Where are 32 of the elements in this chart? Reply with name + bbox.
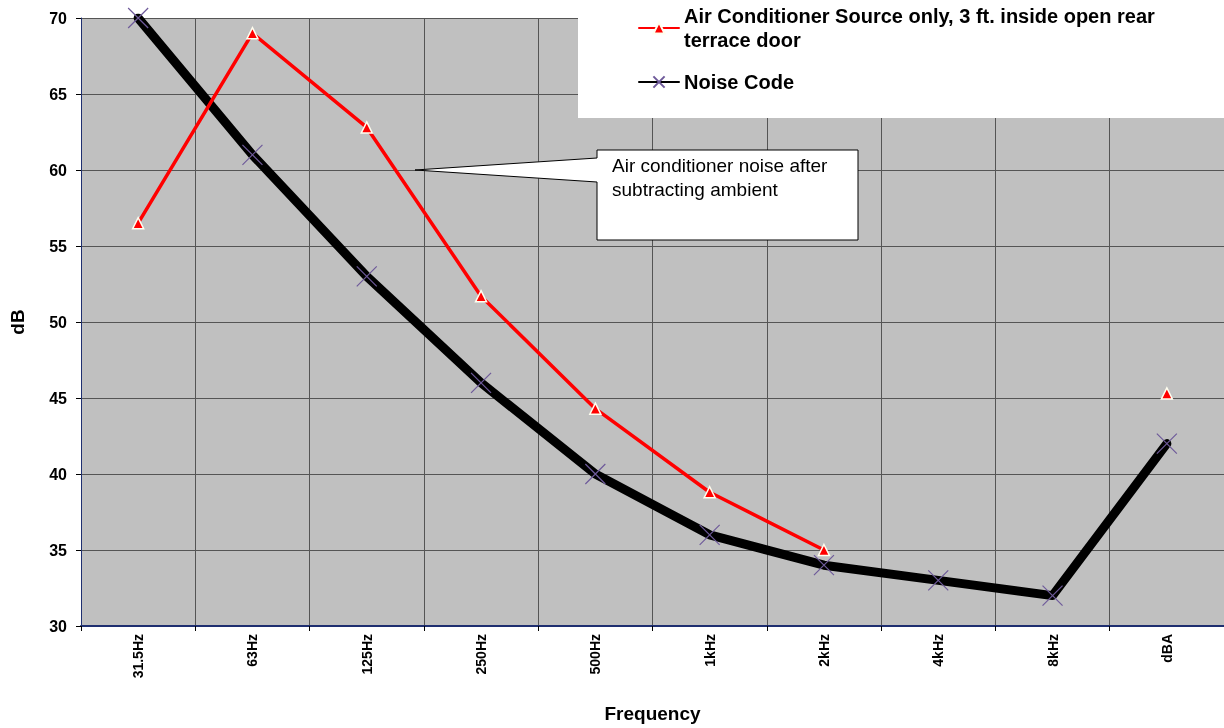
point bbox=[703, 485, 716, 499]
y-tick-label: 40 bbox=[49, 465, 68, 483]
point bbox=[246, 26, 259, 40]
x-tick-label: 8kHz bbox=[1044, 634, 1061, 667]
x-tick-label: dBA bbox=[1158, 634, 1175, 663]
point bbox=[360, 121, 373, 134]
x-tick-label: 31.5Hz bbox=[130, 634, 147, 679]
point bbox=[131, 216, 145, 230]
x-tick-label: 500Hz bbox=[587, 634, 604, 675]
y-tick-label: 55 bbox=[49, 237, 68, 255]
point bbox=[1160, 387, 1174, 400]
y-tick-label: 70 bbox=[49, 9, 68, 27]
x-tick-label: 63Hz bbox=[244, 634, 261, 667]
x-tick-label: 4kHz bbox=[930, 634, 947, 667]
y-tick-label: 30 bbox=[49, 617, 68, 635]
x-tick-label: 125Hz bbox=[358, 634, 375, 675]
x-tick-label: 1kHz bbox=[701, 634, 718, 667]
point bbox=[474, 289, 488, 303]
x-tick-label: 2kHz bbox=[815, 634, 832, 667]
y-tick-label: 60 bbox=[49, 161, 68, 179]
annotation: Air conditioner noise after subtracting ambient bbox=[612, 154, 829, 202]
x-tick-label: 250Hz bbox=[473, 634, 490, 675]
point bbox=[817, 543, 831, 557]
y-tick-label: 35 bbox=[49, 541, 68, 559]
legend-label: Air Conditioner Source only, 3 ft. inside open rear terrace door bbox=[684, 5, 1161, 51]
y-tick-label: 45 bbox=[49, 389, 68, 407]
legend-label: Noise Code bbox=[684, 71, 795, 93]
y-tick-label: 50 bbox=[49, 313, 68, 331]
x-axis-title: Frequency bbox=[604, 703, 701, 724]
y-axis-title: dB bbox=[7, 309, 28, 335]
y-tick-label: 65 bbox=[49, 85, 68, 103]
point bbox=[589, 402, 602, 415]
